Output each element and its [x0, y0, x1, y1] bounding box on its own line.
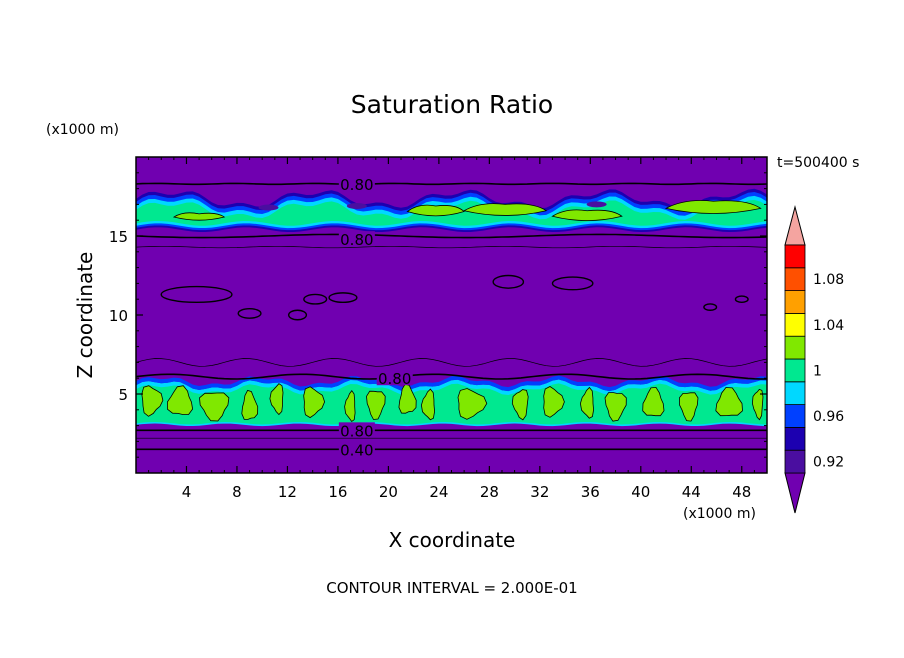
- lower-saturated-cell: [241, 389, 259, 420]
- lower-saturated-cell: [642, 386, 665, 417]
- colorbar-over-triangle: [784, 205, 806, 246]
- colorbar-cell: [784, 335, 806, 360]
- lower-saturated-cell: [678, 392, 699, 422]
- y-tick-label: 10: [109, 307, 128, 325]
- contour-label: 0.80: [340, 231, 373, 249]
- upper-saturated-patch: [172, 212, 226, 221]
- contour-loop: [328, 292, 358, 304]
- upper-dark-spot: [346, 202, 367, 209]
- colorbar-cell: [784, 381, 806, 405]
- colorbar-under-triangle: [784, 472, 806, 514]
- x-tick-label: 20: [379, 483, 398, 501]
- x-tick-label: 48: [732, 483, 751, 501]
- upper-dark-spot: [586, 201, 607, 208]
- lower-saturated-cell: [579, 386, 595, 419]
- lower-saturated-cell: [344, 390, 356, 423]
- contour-label-bg: [376, 370, 413, 386]
- colorbar-cell: [784, 358, 806, 383]
- contour-loop: [492, 274, 525, 289]
- x-tick-label: 8: [232, 483, 242, 501]
- colorbar-tick-label: 0.92: [813, 455, 844, 471]
- contour-line: [136, 182, 767, 186]
- colorbar-cell: [784, 312, 806, 337]
- colorbar-tick-label: 1.08: [813, 272, 844, 288]
- contour-line: [136, 245, 767, 249]
- lower-saturated-cell: [457, 388, 488, 420]
- colorbar-tick-label: 0.96: [813, 409, 844, 425]
- contour-labels: 0.800.800.800.800.40: [338, 175, 413, 459]
- x-tick-label: 16: [328, 483, 347, 501]
- contour-label-bg: [338, 231, 375, 247]
- contour-line: [136, 233, 767, 239]
- contour-label: 0.80: [340, 176, 373, 194]
- upper-dark-spot: [258, 204, 279, 211]
- x-tick-label: 40: [631, 483, 650, 501]
- lower-saturated-cell: [398, 383, 417, 414]
- x-unit-label: (x1000 m): [683, 506, 756, 522]
- colorbar-tick-label: 1: [813, 363, 822, 379]
- contour-loop: [703, 303, 718, 311]
- lower-saturated-cell: [199, 392, 230, 422]
- y-tick-label: 15: [109, 228, 128, 246]
- colorbar-cell: [784, 404, 806, 428]
- y-unit-label: (x1000 m): [46, 122, 119, 138]
- contour-label: 0.80: [378, 370, 411, 388]
- lower-saturated-cell: [167, 385, 194, 415]
- contour-label: 0.40: [340, 441, 373, 459]
- upper-saturated-patch: [664, 200, 762, 214]
- colorbar-cell: [784, 267, 806, 291]
- x-tick-label: 32: [530, 483, 549, 501]
- contour-line: [136, 358, 767, 367]
- lower-saturated-cell: [543, 386, 565, 418]
- lower-saturated-cell: [366, 390, 386, 420]
- y-tick-label: 5: [118, 386, 128, 404]
- upper-saturated-patch: [551, 209, 623, 221]
- contour-lines: [136, 182, 767, 451]
- contour-label-bg: [338, 175, 375, 191]
- upper-saturated-patch: [406, 204, 465, 217]
- contour-label: 0.80: [340, 422, 373, 440]
- x-tick-label: 24: [429, 483, 448, 501]
- lower-band-fringe: [136, 375, 767, 392]
- contour-loop: [734, 295, 749, 304]
- chart-title: Saturation Ratio: [351, 90, 553, 119]
- contour-line: [136, 373, 767, 380]
- lower-saturated-cell: [141, 385, 164, 417]
- lower-saturated-cell: [715, 387, 743, 417]
- saturation-field: [136, 188, 767, 427]
- contour-label-bg: [338, 441, 375, 457]
- lower-saturated-cell: [604, 392, 627, 422]
- lower-saturated-cell: [420, 388, 436, 421]
- colorbar: 0.92 0.96 1 1.04 1.08: [784, 205, 844, 514]
- x-axis-ticks: 4 8 12 16 20 24 28 32 36 40 44 48: [148, 157, 755, 501]
- lower-saturated-cell: [511, 389, 529, 421]
- lower-saturated-cell: [269, 383, 284, 416]
- contour-loop: [551, 276, 594, 291]
- x-tick-label: 36: [581, 483, 600, 501]
- x-axis-label: X coordinate: [389, 528, 516, 552]
- upper-saturated-patch: [463, 203, 548, 216]
- lower-saturated-cell: [751, 388, 764, 421]
- x-tick-label: 4: [182, 483, 192, 501]
- x-tick-label: 44: [682, 483, 701, 501]
- x-tick-label: 28: [480, 483, 499, 501]
- contour-loop: [160, 285, 233, 304]
- contour-interval-footer: CONTOUR INTERVAL = 2.000E-01: [326, 579, 577, 597]
- lower-saturated-cell: [303, 386, 326, 419]
- y-axis-label: Z coordinate: [73, 252, 97, 379]
- colorbar-cell: [784, 290, 806, 314]
- contour-loop: [237, 307, 262, 319]
- y-axis-ticks: 5 10 15: [109, 172, 767, 458]
- colorbar-cell: [784, 244, 806, 269]
- colorbar-cell: [784, 426, 806, 451]
- time-label: t=500400 s: [777, 155, 859, 171]
- colorbar-tick-label: 1.04: [813, 318, 844, 334]
- x-tick-label: 12: [278, 483, 297, 501]
- contour-label-bg: [338, 422, 375, 438]
- colorbar-cell: [784, 449, 806, 474]
- contour-loop: [288, 309, 308, 321]
- contour-loop: [303, 293, 328, 305]
